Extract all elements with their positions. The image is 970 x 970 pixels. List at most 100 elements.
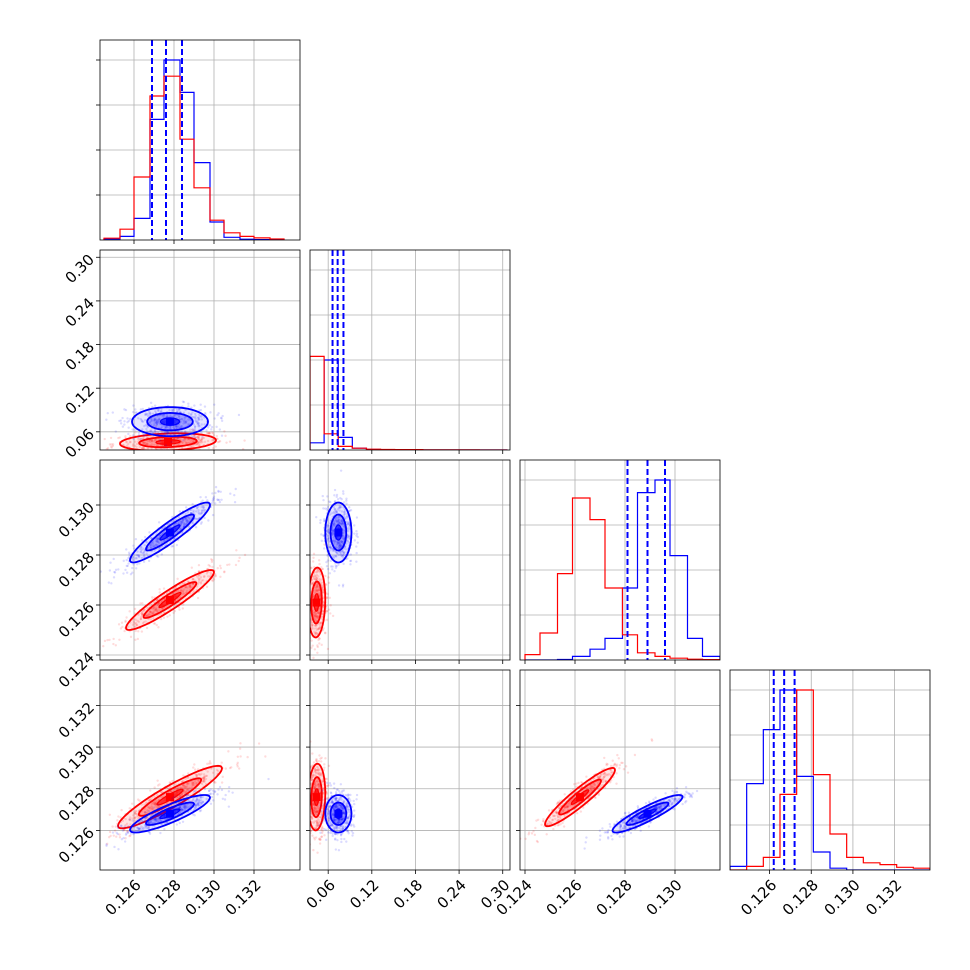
scatter-point xyxy=(206,499,209,502)
scatter-point xyxy=(216,498,219,501)
scatter-point xyxy=(131,444,135,448)
scatter-point xyxy=(135,567,138,570)
scatter-point xyxy=(116,826,120,830)
scatter-point xyxy=(338,504,341,507)
scatter-point xyxy=(195,774,198,777)
scatter-point xyxy=(323,543,326,546)
scatter-point xyxy=(185,589,189,592)
scatter-point xyxy=(139,616,143,619)
scatter-point xyxy=(139,550,142,554)
scatter-point xyxy=(311,644,314,647)
scatter-point xyxy=(133,607,137,611)
scatter-point xyxy=(319,621,323,624)
scatter-point xyxy=(215,425,218,429)
scatter-point xyxy=(192,766,195,769)
scatter-point xyxy=(133,816,136,820)
scatter-point xyxy=(327,831,330,834)
scatter-point xyxy=(186,788,189,791)
scatter-point xyxy=(349,559,353,563)
scatter-point xyxy=(160,791,163,794)
scatter-point xyxy=(321,591,325,594)
panel-1-0: 0.060.120.180.240.30 xyxy=(62,249,301,461)
scatter-point xyxy=(264,755,267,758)
scatter-point xyxy=(124,568,127,572)
scatter-point xyxy=(335,510,339,514)
scatter-point xyxy=(175,425,178,428)
scatter-point xyxy=(347,535,350,539)
scatter-point xyxy=(131,410,135,414)
panel-frame xyxy=(99,459,301,661)
scatter-point xyxy=(140,612,143,615)
scatter-point xyxy=(134,629,137,633)
scatter-point xyxy=(191,781,195,785)
scatter-point xyxy=(321,612,324,616)
scatter-point xyxy=(87,849,89,851)
scatter-point xyxy=(218,500,222,504)
scatter-point xyxy=(338,509,341,512)
scatter-point xyxy=(202,780,205,783)
scatter-point xyxy=(148,832,152,835)
scatter-point xyxy=(207,789,211,792)
scatter-point xyxy=(156,537,159,540)
scatter-point xyxy=(329,546,333,549)
scatter-point xyxy=(203,788,207,791)
scatter-point xyxy=(162,587,166,590)
scatter-point xyxy=(211,579,214,583)
scatter-point xyxy=(190,566,194,569)
scatter-point xyxy=(305,534,307,536)
scatter-point xyxy=(533,833,537,837)
scatter-point xyxy=(307,820,309,822)
scatter-point xyxy=(148,410,151,413)
scatter-point xyxy=(199,403,202,406)
scatter-point xyxy=(334,848,338,851)
scatter-point xyxy=(186,438,189,441)
scatter-point xyxy=(190,435,193,438)
scatter-point xyxy=(191,578,194,581)
scatter-point xyxy=(144,817,147,820)
scatter-point xyxy=(187,445,190,448)
scatter-point xyxy=(326,592,329,596)
scatter-point xyxy=(159,831,162,835)
scatter-point xyxy=(192,445,195,448)
scatter-point xyxy=(153,786,156,789)
scatter-point xyxy=(169,415,172,418)
scatter-point xyxy=(310,639,313,642)
scatter-point xyxy=(524,837,527,841)
scatter-point xyxy=(335,520,339,524)
scatter-point xyxy=(307,585,309,587)
scatter-point xyxy=(150,452,152,454)
scatter-point xyxy=(190,786,194,789)
scatter-point xyxy=(116,819,119,822)
scatter-point xyxy=(325,781,329,785)
scatter-point xyxy=(119,816,122,819)
scatter-point xyxy=(307,609,309,611)
density-peak-red xyxy=(166,793,174,802)
scatter-point xyxy=(203,440,207,444)
scatter-point xyxy=(348,506,351,509)
scatter-point xyxy=(331,532,335,535)
scatter-point xyxy=(210,572,213,576)
scatter-point xyxy=(319,622,323,625)
scatter-point xyxy=(330,565,333,568)
scatter-point xyxy=(186,519,189,523)
scatter-point xyxy=(197,438,201,442)
scatter-point xyxy=(139,550,143,553)
scatter-point xyxy=(336,833,339,836)
scatter-point xyxy=(135,623,138,627)
scatter-point xyxy=(181,589,185,592)
scatter-point xyxy=(184,420,188,423)
scatter-point xyxy=(180,520,184,524)
y-tick-label: 0.128 xyxy=(55,548,98,591)
scatter-point xyxy=(205,572,209,575)
scatter-point xyxy=(342,535,345,538)
scatter-point xyxy=(200,511,203,515)
scatter-point xyxy=(313,573,316,577)
scatter-point xyxy=(143,434,146,437)
scatter-point xyxy=(228,440,232,443)
scatter-point xyxy=(195,774,199,778)
scatter-point xyxy=(316,583,319,587)
scatter-point xyxy=(143,441,146,444)
scatter-point xyxy=(338,521,341,525)
scatter-point xyxy=(187,772,190,775)
scatter-point xyxy=(199,522,203,525)
